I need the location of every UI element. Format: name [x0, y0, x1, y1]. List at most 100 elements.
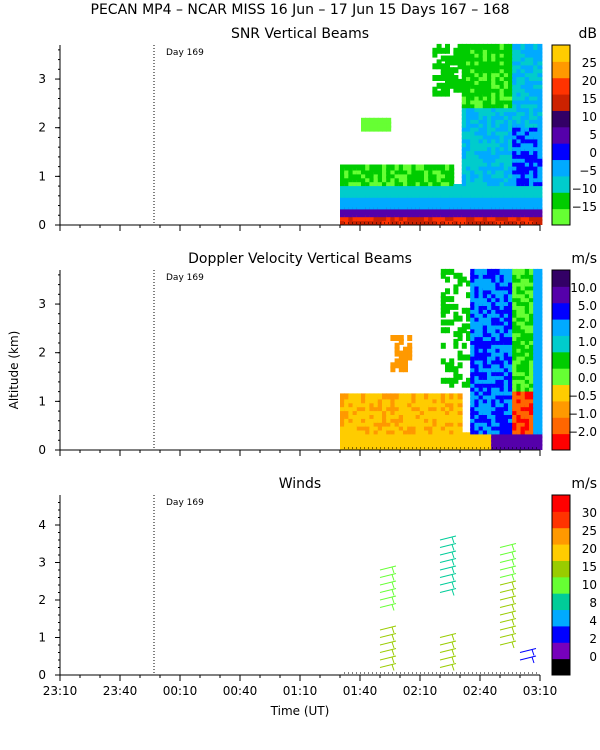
wind-barb-flag — [391, 589, 395, 596]
wind-barb-flag — [511, 634, 515, 641]
colorbar-segment — [552, 126, 570, 144]
colorbar-segment — [552, 384, 570, 402]
panel-1: SNR Vertical Beams 0 1 2 3 Day 169 −15 −10 −5 0 5 1… — [38, 26, 597, 232]
wind-barb — [499, 580, 517, 586]
colorbar-segment — [552, 192, 570, 210]
colorbar-label: 15 — [582, 560, 597, 574]
colorbar-segment — [552, 61, 570, 79]
colorbar-segment — [552, 400, 570, 418]
wind-barb-flag — [391, 604, 395, 611]
wind-barb — [499, 595, 517, 601]
wind-barb-flag — [451, 559, 455, 566]
colorbar-segment — [552, 544, 570, 561]
wind-barb — [439, 655, 457, 661]
colorbar-label: 5 — [589, 128, 597, 142]
wind-barb-flag — [451, 544, 455, 551]
y-tick-label: 2 — [38, 593, 46, 607]
wind-barb — [379, 633, 397, 638]
colorbar-segment — [552, 417, 570, 435]
colorbar-label: 30 — [582, 506, 597, 520]
wind-barb-flag — [511, 626, 515, 634]
colorbar-label: 20 — [582, 74, 597, 88]
colorbar-segment — [552, 143, 570, 161]
x-tick-label: 01:40 — [343, 684, 378, 698]
wind-barb-flag — [511, 589, 515, 596]
y-tick-label: 4 — [38, 518, 46, 532]
colorbar-label: 20 — [582, 542, 597, 556]
colorbar-segment — [552, 511, 570, 529]
colorbar-label: 5.0 — [578, 299, 597, 313]
wind-barb — [379, 595, 397, 601]
wind-barb-flag — [391, 634, 395, 641]
wind-barb — [379, 565, 397, 571]
wind-barb — [499, 550, 517, 556]
wind-barb — [439, 565, 457, 571]
wind-barb-flag — [391, 581, 395, 589]
wind-barb — [499, 603, 517, 608]
colorbar-segment — [552, 433, 570, 451]
data-field — [340, 268, 543, 450]
colorbar-segment — [552, 208, 570, 226]
colorbar-label: 10 — [582, 578, 597, 592]
wind-barb — [439, 633, 457, 638]
y-tick-label: 2 — [38, 346, 46, 360]
colorbar-label: 25 — [582, 56, 597, 70]
wind-barb-flag — [511, 611, 515, 619]
colorbar-frame — [551, 494, 571, 676]
colorbar: −15 −10 −5 0 5 10 15 20 25 dB — [551, 26, 597, 226]
wind-barb — [439, 648, 457, 653]
panel-3: Winds 0 1 2 3 4 Day 169 23:10 23:40 00:10 00:40 01:… — [38, 476, 597, 698]
panel-title: SNR Vertical Beams — [231, 26, 369, 42]
wind-barb-flag — [511, 596, 515, 604]
colorbar-label: 0.0 — [578, 371, 597, 385]
data-field — [340, 43, 543, 225]
colorbar-segment — [552, 609, 570, 627]
wind-barb-flag — [511, 566, 515, 574]
y-tick-label: 3 — [38, 72, 46, 86]
wind-barb-flag — [451, 551, 455, 559]
colorbar-label: 10.0 — [570, 281, 597, 295]
colorbar-label: 10 — [582, 110, 597, 124]
wind-barb — [379, 655, 397, 661]
wind-barb — [499, 573, 517, 578]
day-marker-label: Day 169 — [166, 498, 204, 508]
colorbar-label: −1.0 — [568, 407, 597, 421]
wind-barb — [379, 573, 397, 578]
colorbar-label: −5 — [579, 164, 597, 178]
colorbar-segment — [552, 625, 570, 643]
x-tick-label: 01:10 — [283, 684, 318, 698]
colorbar-segment — [552, 77, 570, 95]
y-tick-label: 0 — [38, 668, 46, 682]
colorbar-label: 0.5 — [578, 353, 597, 367]
colorbar-segment — [552, 368, 570, 386]
wind-barb — [379, 625, 397, 631]
wind-barb — [499, 588, 517, 593]
x-tick-label: 00:10 — [163, 684, 198, 698]
axes: 0 1 2 3 4 Day 169 23:10 23:40 00:10 00:40 01:10 01:… — [38, 495, 557, 698]
y-tick-label: 1 — [38, 631, 46, 645]
wind-barb-flag — [391, 574, 395, 581]
wind-barb — [439, 588, 457, 593]
wind-barb — [499, 610, 517, 616]
wind-barb-flag — [391, 596, 395, 604]
wind-barb-flag — [511, 619, 515, 626]
y-tick-label: 1 — [38, 169, 46, 183]
wind-barb-flag — [511, 581, 515, 589]
wind-barb-flag — [391, 649, 395, 656]
wind-barb-flag — [391, 664, 395, 671]
wind-barb — [439, 573, 457, 578]
day-marker-label: Day 169 — [166, 273, 204, 283]
wind-barb-flag — [451, 664, 455, 671]
y-tick-label: 2 — [38, 121, 46, 135]
wind-barb-flag — [511, 544, 515, 551]
colorbar-label: 2.0 — [578, 317, 597, 331]
colorbar-label: 0 — [589, 146, 597, 160]
wind-barb — [499, 543, 517, 548]
wind-barb-flag — [511, 551, 515, 559]
wind-barb-flag — [531, 656, 535, 664]
x-tick-label: 02:10 — [403, 684, 438, 698]
colorbar-label: 2 — [589, 632, 597, 646]
wind-barb — [439, 580, 457, 586]
wind-barb — [439, 558, 457, 563]
colorbar-label: 25 — [582, 524, 597, 538]
